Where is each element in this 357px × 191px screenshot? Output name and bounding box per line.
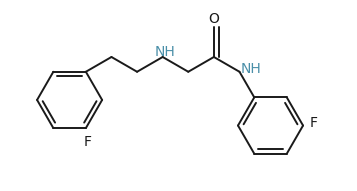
Text: NH: NH	[241, 62, 262, 76]
Text: F: F	[310, 116, 318, 129]
Text: NH: NH	[154, 45, 175, 59]
Text: F: F	[84, 135, 92, 149]
Text: O: O	[208, 12, 219, 26]
